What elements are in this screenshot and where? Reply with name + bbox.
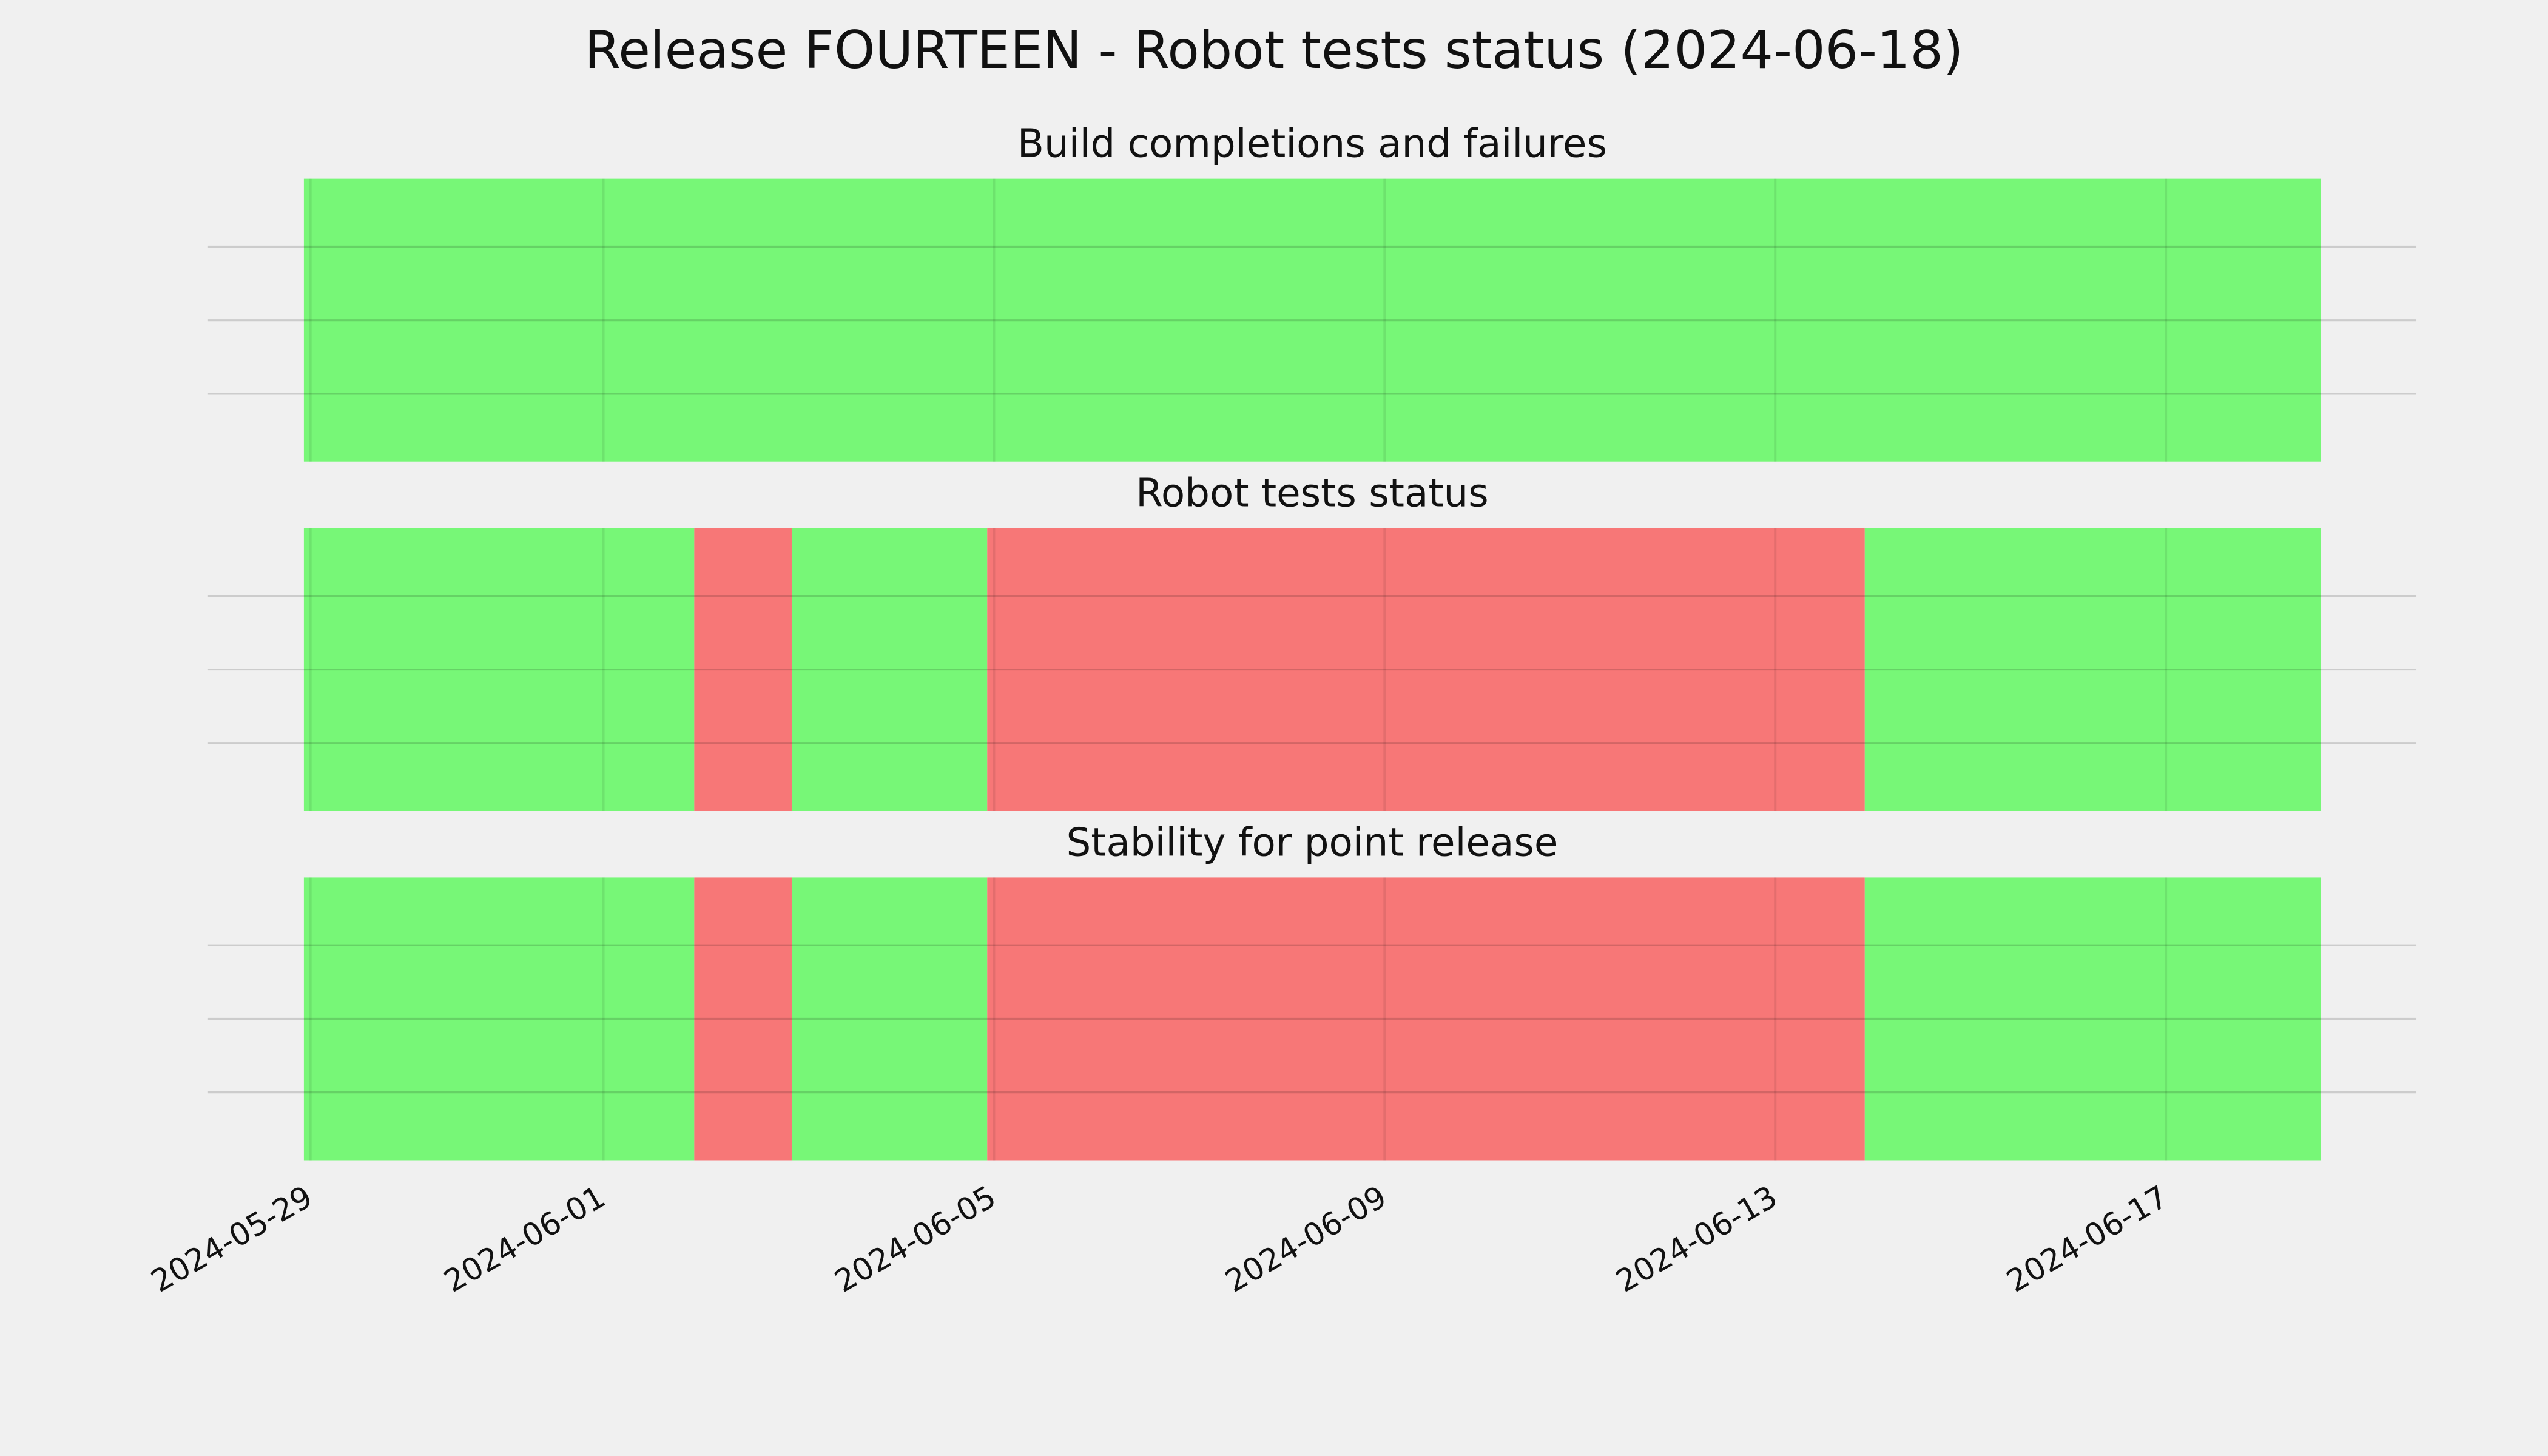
panel-title: Build completions and failures xyxy=(1017,121,1607,167)
status-span xyxy=(1864,877,2320,1161)
status-span xyxy=(792,877,988,1161)
status-span xyxy=(303,877,695,1161)
status-span xyxy=(303,178,2321,462)
status-span xyxy=(694,528,792,811)
status-span xyxy=(303,528,695,811)
status-span xyxy=(987,528,1865,811)
status-span xyxy=(694,877,792,1161)
chart-title: Release FOURTEEN - Robot tests status (2… xyxy=(585,20,1964,81)
status-span xyxy=(1864,528,2320,811)
panel-title: Stability for point release xyxy=(1067,820,1559,865)
status-span xyxy=(987,877,1865,1161)
panel-title: Robot tests status xyxy=(1136,471,1489,516)
status-span xyxy=(792,528,988,811)
